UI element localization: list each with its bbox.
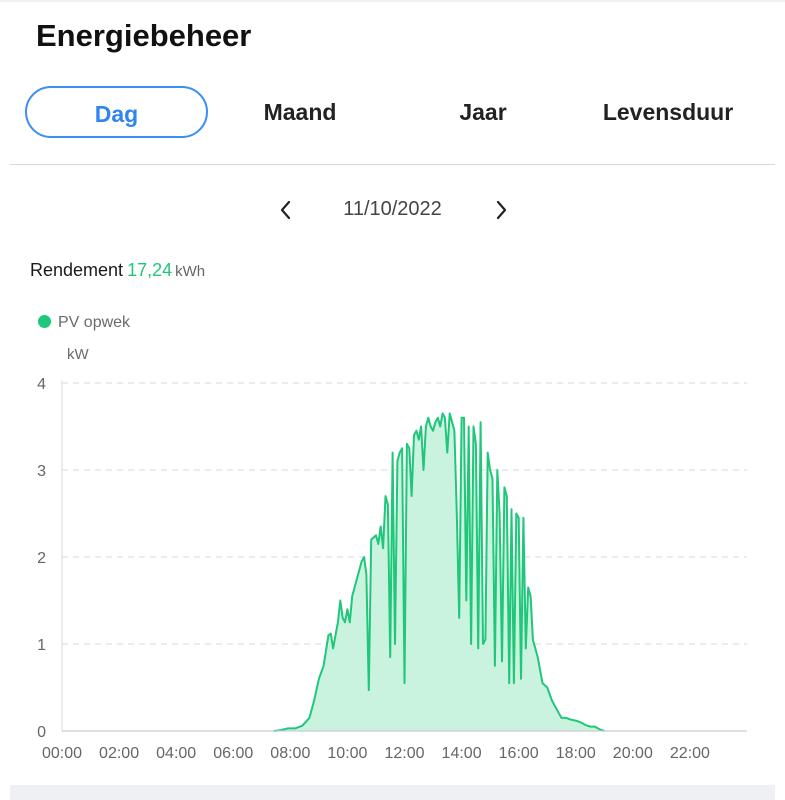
y-axis-unit: kW: [67, 346, 89, 363]
tab-levensduur[interactable]: Levensduur: [602, 99, 734, 125]
tab-dag[interactable]: Dag: [25, 86, 208, 138]
yield-summary: Rendement 17,24 kWh: [30, 260, 205, 281]
x-tick-label: 16:00: [499, 745, 539, 762]
x-tick-label: 20:00: [613, 745, 653, 762]
top-edge-line: [0, 0, 785, 2]
x-tick-label: 02:00: [99, 745, 139, 762]
yield-value: 17,24: [127, 260, 173, 280]
page-title: Energiebeheer: [36, 18, 252, 53]
chart-legend[interactable]: PV opwek: [38, 314, 130, 332]
yield-unit: kWh: [175, 263, 206, 280]
previous-day-button[interactable]: [266, 190, 306, 230]
chevron-left-icon: [280, 200, 291, 220]
legend-label: PV opwek: [58, 314, 131, 331]
bottom-panel-edge: [10, 785, 775, 800]
date-navigator: 11/10/2022: [0, 190, 785, 230]
x-tick-label: 08:00: [270, 745, 310, 762]
x-tick-label: 00:00: [42, 745, 82, 762]
tabs-divider: [10, 164, 775, 165]
y-tick-label: 3: [37, 463, 46, 480]
x-tick-label: 04:00: [156, 745, 196, 762]
next-day-button[interactable]: [481, 190, 521, 230]
yield-label: Rendement: [30, 260, 124, 280]
series-area-pv-opwek: [273, 413, 605, 731]
y-tick-label: 2: [37, 550, 46, 567]
y-tick-label: 1: [37, 637, 46, 654]
pv-power-chart[interactable]: 0 1 2 3 4 00:00 02:00 04:00 06:00 08:00 10:00 12:00…: [0, 360, 785, 770]
legend-dot-icon: [38, 315, 51, 328]
x-tick-label: 22:00: [670, 745, 710, 762]
series-line-pv-opwek: [273, 412, 605, 732]
x-tick-label: 14:00: [442, 745, 482, 762]
x-tick-label: 10:00: [327, 745, 367, 762]
selected-date[interactable]: 11/10/2022: [343, 198, 442, 220]
period-tabs: Dag Maand Jaar Levensduur: [0, 86, 785, 142]
chevron-right-icon: [496, 200, 507, 220]
y-tick-label: 4: [37, 376, 46, 393]
tab-maand[interactable]: Maand: [263, 99, 337, 125]
tab-jaar[interactable]: Jaar: [459, 99, 507, 125]
x-tick-label: 18:00: [556, 745, 596, 762]
y-tick-label: 0: [37, 724, 46, 741]
x-tick-label: 12:00: [384, 745, 424, 762]
x-tick-label: 06:00: [213, 745, 253, 762]
